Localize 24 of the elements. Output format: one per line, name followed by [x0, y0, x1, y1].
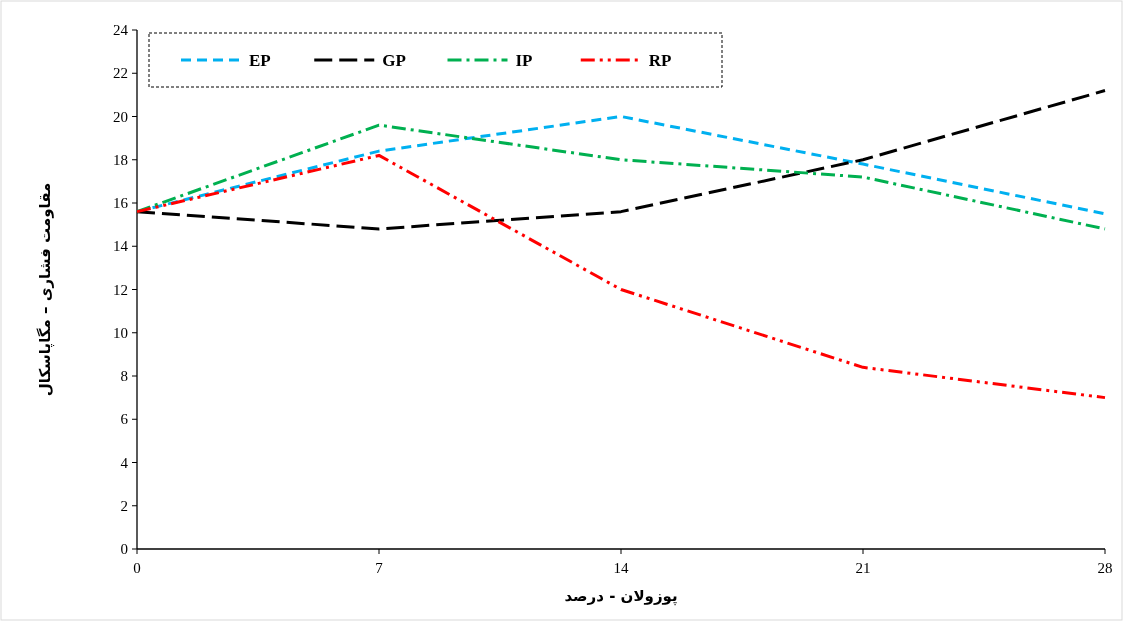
y-tick-label: 0: [120, 541, 128, 557]
legend-label: GP: [382, 51, 406, 70]
y-tick-label: 18: [113, 151, 128, 168]
x-tick-label: 28: [1097, 560, 1113, 576]
y-tick-label: 14: [113, 238, 129, 255]
x-tick-label: 21: [855, 560, 871, 576]
y-tick-label: 12: [113, 281, 128, 298]
x-tick-label: 0: [133, 560, 141, 576]
legend-label: EP: [249, 51, 271, 70]
y-tick-label: 8: [120, 368, 128, 384]
legend-label: IP: [515, 51, 533, 70]
x-axis-title: پوزولان - درصد: [564, 587, 678, 606]
y-tick-label: 20: [113, 108, 128, 125]
x-tick-label: 14: [613, 560, 629, 576]
y-tick-label: 4: [120, 454, 129, 471]
y-tick-label: 10: [113, 324, 128, 341]
y-tick-label: 16: [113, 195, 129, 211]
y-axis-title: مقاومت فشاری – مگاپاسکال: [36, 182, 55, 397]
legend-label: RP: [648, 51, 672, 70]
y-tick-label: 2: [120, 497, 128, 514]
y-tick-label: 24: [113, 22, 129, 38]
y-tick-label: 22: [113, 65, 128, 82]
x-tick-label: 7: [375, 560, 384, 576]
y-tick-label: 6: [120, 411, 129, 428]
